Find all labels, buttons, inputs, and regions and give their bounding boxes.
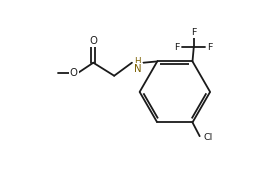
Text: F: F	[191, 28, 197, 37]
Text: O: O	[89, 36, 97, 46]
Text: F: F	[174, 43, 180, 52]
Text: F: F	[207, 43, 213, 52]
Text: Cl: Cl	[204, 133, 213, 143]
Text: O: O	[70, 68, 78, 78]
Text: H: H	[134, 57, 141, 66]
Text: N: N	[134, 64, 141, 74]
